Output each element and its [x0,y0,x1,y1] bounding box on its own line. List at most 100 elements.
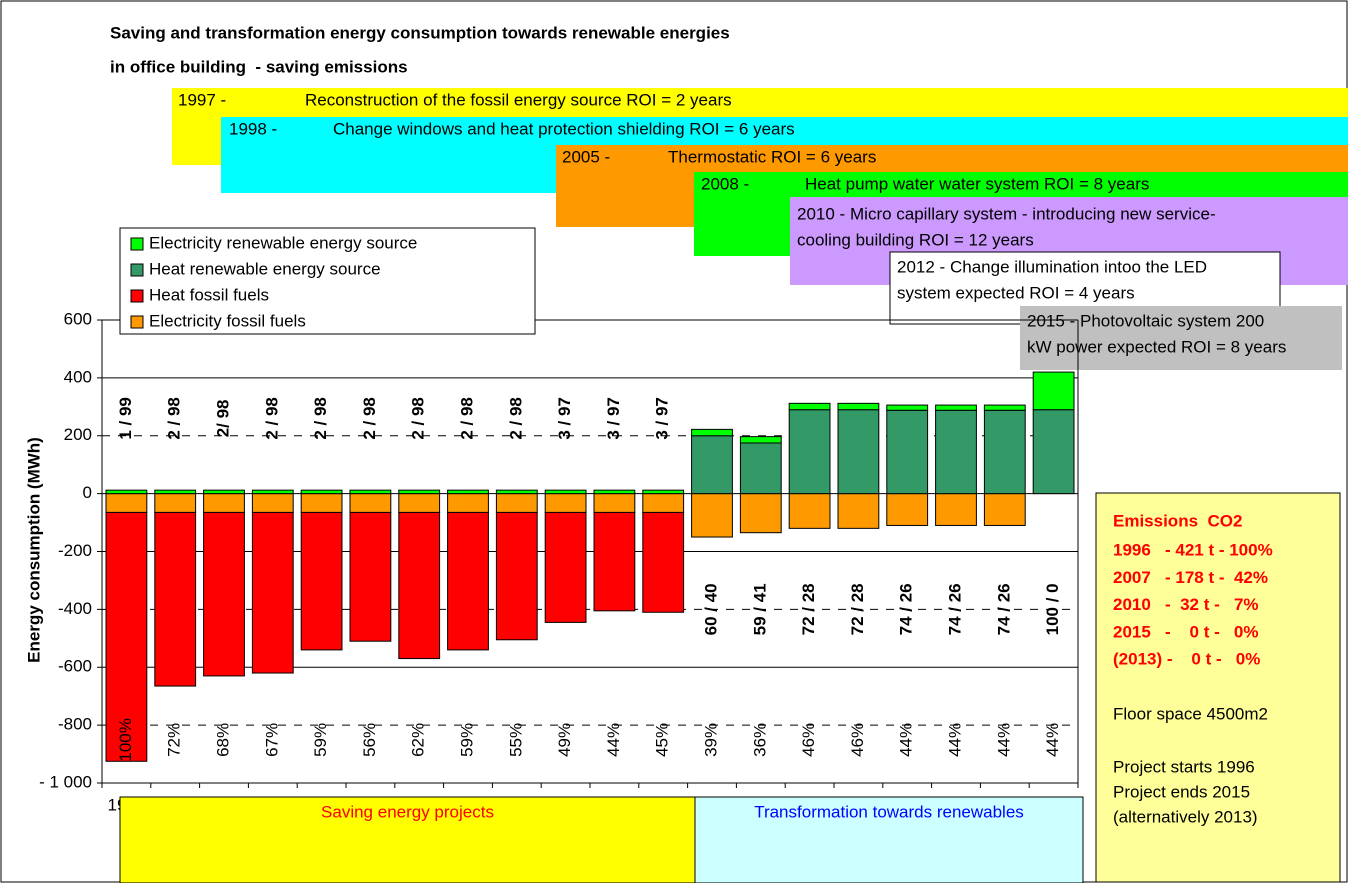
phase-box [694,796,1084,883]
ratio-label: 74 / 26 [994,583,1013,635]
bar-segment [447,511,489,651]
annotation-text: Reconstruction of the fossil energy sour… [305,90,732,109]
emissions-line: 2010 - 32 t - 7% [1113,595,1259,614]
emissions-box [1095,492,1341,883]
bar-segment [300,493,343,513]
bar-segment [886,404,929,411]
annotation-year: 2005 - [562,147,610,166]
bar-segment [398,511,441,660]
bar-segment [203,511,245,677]
bar-segment [935,493,977,526]
share-label: 44% [604,723,623,757]
legend-label: Electricity fossil fuels [149,311,306,330]
bar-segment [1032,409,1075,495]
share-label: 72% [165,723,184,757]
legend-label: Heat fossil fuels [149,285,269,304]
y-tick-label: -400 [58,599,92,618]
emissions-line: (2013) - 0 t - 0% [1113,650,1260,669]
bar-segment [251,493,294,513]
legend-label: Electricity renewable energy source [149,233,417,252]
bar-segment [154,489,197,495]
emissions-line: 2015 - 0 t - 0% [1113,622,1259,641]
share-label: 39% [701,723,720,757]
y-tick-label: -600 [58,657,92,676]
annotation-year: 1998 - [229,119,277,138]
y-tick-label: 0 [83,483,92,502]
y-axis-title: Energy consumption (MWh) [24,437,43,663]
bar-segment [495,511,538,641]
bar-segment [349,493,392,513]
annotation-text: system expected ROI = 4 years [897,283,1135,302]
share-label: 45% [653,723,672,757]
bar-segment [544,493,587,513]
annotation-year: 2012 - [897,257,945,276]
y-tick-label: 400 [64,367,92,386]
share-label: 67% [262,723,281,757]
bar-segment [837,493,880,529]
share-label: 68% [213,723,232,757]
emissions-line: 1996 - 421 t - 100% [1113,540,1273,559]
share-label: 100% [116,718,135,761]
bar-segment [349,489,392,495]
bar-segment [886,409,929,495]
ratio-label: 100 / 0 [1043,583,1062,635]
bar-segment [983,404,1026,411]
annotation-text: Change windows and heat protection shiel… [333,119,795,138]
legend-box [119,227,536,335]
bar-segment [349,511,392,642]
bar-segment [105,493,148,513]
annotation-year: 2015 - [1027,311,1075,330]
bar-segment [447,489,489,495]
ratio-label: 2 / 98 [262,397,281,440]
emissions-title: Emissions CO2 [1113,511,1242,530]
ratio-label: 2 / 98 [409,397,428,440]
ratio-label: 72 / 28 [799,583,818,635]
share-label: 46% [848,723,867,757]
ratio-label: 2 / 98 [506,397,525,440]
bar-segment [691,435,733,495]
bar-segment [886,493,929,526]
bar-segment [1032,371,1075,411]
ratio-label: 2/ 98 [213,399,232,437]
share-label: 56% [360,723,379,757]
bar-segment [105,489,148,495]
ratio-label: 3 / 97 [604,397,623,440]
bar-segment [935,409,977,495]
bar-segment [105,511,148,762]
ratio-label: 2 / 98 [311,397,330,440]
y-tick-label: -200 [58,541,92,560]
bar-segment [983,493,1026,526]
bar-segment [203,493,245,513]
annotation-text: Photovoltaic system 200 [1080,311,1264,330]
bar-segment [495,493,538,513]
share-label: 44% [897,723,916,757]
share-label: 44% [994,723,1013,757]
bar-segment [593,489,636,495]
share-label: 44% [945,723,964,757]
ratio-label: 3 / 97 [555,397,574,440]
bar-segment [788,402,831,411]
phase-label: Saving energy projects [321,802,494,821]
share-label: 36% [750,723,769,757]
share-label: 59% [457,723,476,757]
annotation-year: 2008 - [701,174,749,193]
ratio-label: 59 / 41 [750,583,769,635]
ratio-label: 60 / 40 [701,583,720,635]
legend-swatch [130,237,144,251]
legend-swatch [130,315,144,329]
annotation-text: Heat pump water water system ROI = 8 yea… [805,174,1149,193]
bar-segment [739,436,782,444]
bar-segment [788,409,831,495]
bar-segment [739,442,782,495]
bar-segment [691,428,733,437]
ratio-label: 2 / 98 [457,397,476,440]
bar-segment [154,493,197,513]
bar-segment [593,493,636,513]
emissions-note: (alternatively 2013) [1113,807,1258,826]
bar-segment [642,511,685,613]
bar-segment [691,493,733,538]
bar-segment [203,489,245,495]
bar-segment [398,493,441,513]
annotation-text: Thermostatic ROI = 6 years [668,147,876,166]
y-tick-label: - 1 000 [39,772,92,791]
